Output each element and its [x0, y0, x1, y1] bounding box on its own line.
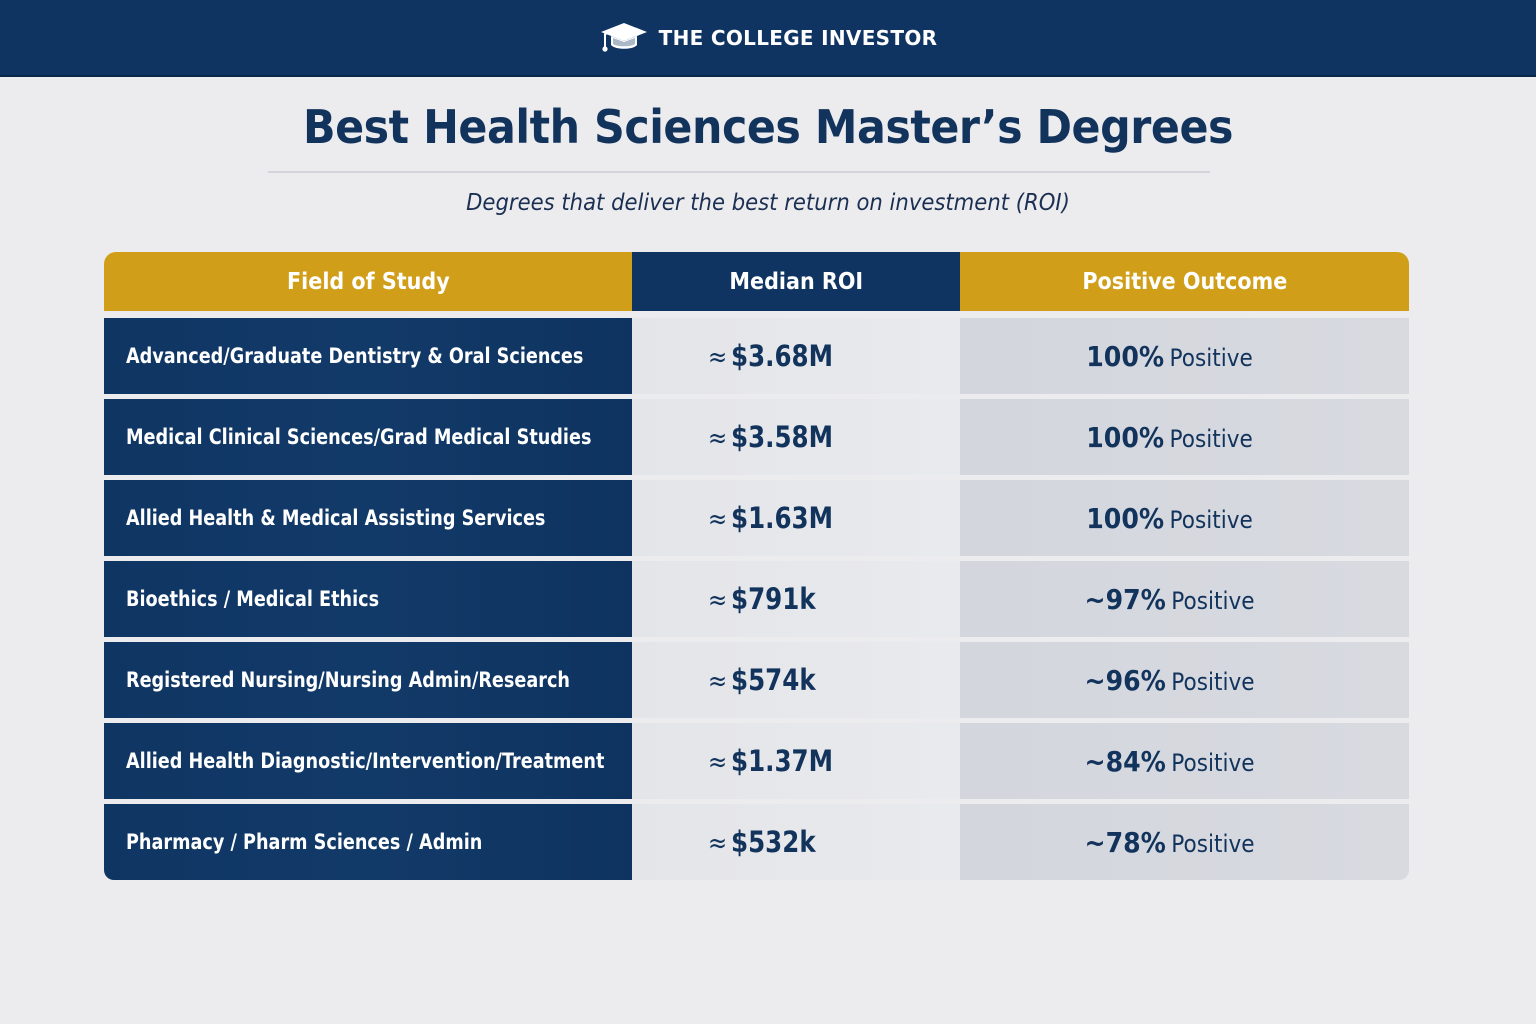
outcome-cell: ~96% Positive [960, 642, 1409, 718]
column-header-roi: Median ROI [632, 252, 960, 311]
page-title: Best Health Sciences Master’s Degrees [302, 100, 1233, 154]
field-cell: Advanced/Graduate Dentistry & Oral Scien… [104, 318, 632, 394]
roi-table: Field of Study Median ROI Positive Outco… [104, 252, 1409, 880]
page-subtitle: Degrees that deliver the best return on … [466, 190, 1070, 216]
brand-name: THE COLLEGE INVESTOR [658, 25, 938, 50]
outcome-cell: 100% Positive [960, 318, 1409, 394]
title-divider [268, 171, 1210, 173]
roi-cell: ≈ $574k [632, 642, 960, 718]
field-cell: Medical Clinical Sciences/Grad Medical S… [104, 399, 632, 475]
table-row: Allied Health & Medical Assisting Servic… [104, 480, 1409, 556]
field-cell: Allied Health Diagnostic/Intervention/Tr… [104, 723, 632, 799]
table-row: Registered Nursing/Nursing Admin/Researc… [104, 642, 1409, 718]
field-cell: Registered Nursing/Nursing Admin/Researc… [104, 642, 632, 718]
outcome-cell: 100% Positive [960, 480, 1409, 556]
column-header-outcome: Positive Outcome [960, 252, 1409, 311]
table-row: Advanced/Graduate Dentistry & Oral Scien… [104, 318, 1409, 394]
outcome-cell: ~78% Positive [960, 804, 1409, 880]
table-header: Field of Study Median ROI Positive Outco… [104, 252, 1409, 311]
roi-cell: ≈ $3.58M [632, 399, 960, 475]
roi-cell: ≈ $1.63M [632, 480, 960, 556]
roi-cell: ≈ $532k [632, 804, 960, 880]
column-header-field: Field of Study [104, 252, 632, 311]
outcome-cell: ~84% Positive [960, 723, 1409, 799]
field-cell: Allied Health & Medical Assisting Servic… [104, 480, 632, 556]
roi-cell: ≈ $791k [632, 561, 960, 637]
table-body: Advanced/Graduate Dentistry & Oral Scien… [104, 318, 1409, 880]
top-banner: THE COLLEGE INVESTOR [0, 0, 1536, 77]
table-row: Medical Clinical Sciences/Grad Medical S… [104, 399, 1409, 475]
outcome-cell: ~97% Positive [960, 561, 1409, 637]
outcome-cell: 100% Positive [960, 399, 1409, 475]
field-cell: Bioethics / Medical Ethics [104, 561, 632, 637]
table-row: Bioethics / Medical Ethics ≈ $791k ~97% Po… [104, 561, 1409, 637]
brand-logo: THE COLLEGE INVESTOR [599, 21, 938, 55]
table-row: Allied Health Diagnostic/Intervention/Tr… [104, 723, 1409, 799]
roi-cell: ≈ $3.68M [632, 318, 960, 394]
graduation-cap-icon [599, 21, 649, 55]
table-row: Pharmacy / Pharm Sciences / Admin ≈ $532k… [104, 804, 1409, 880]
roi-cell: ≈ $1.37M [632, 723, 960, 799]
field-cell: Pharmacy / Pharm Sciences / Admin [104, 804, 632, 880]
